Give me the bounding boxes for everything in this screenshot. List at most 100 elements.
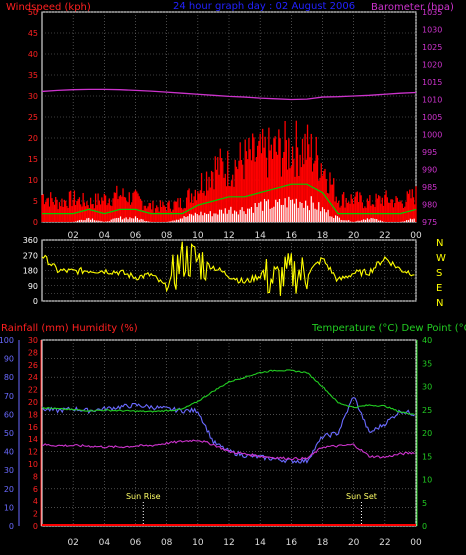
humidity-tick-label: 90 <box>4 355 14 364</box>
baro-tick-label: 985 <box>422 183 437 192</box>
humidity-tick-label: 70 <box>4 392 14 401</box>
wind-tick-label: 25 <box>28 113 38 122</box>
baro-tick-label: 1015 <box>422 78 442 87</box>
dewpoint-line <box>41 439 415 461</box>
baro-tick-label: 1010 <box>422 96 442 105</box>
rain-tick-label: 10 <box>28 460 38 469</box>
rain-tick-label: 16 <box>28 423 38 432</box>
temp-label: Temperature (°C) Dew Point (°C) <box>311 323 466 334</box>
graph-title: 24 hour graph day : 02 August 2006 <box>173 1 355 12</box>
rain-tick-label: 4 <box>33 497 38 506</box>
rainfall-label: Rainfall (mm) Humidity (%) <box>1 323 138 334</box>
rain-tick-label: 12 <box>28 448 38 457</box>
humidity-tick-label: 10 <box>4 503 14 512</box>
x-tick-label: 06 <box>130 538 142 548</box>
x-tick-label: 14 <box>254 231 266 241</box>
baro-tick-label: 1020 <box>422 61 442 70</box>
humidity-tick-label: 100 <box>0 336 14 345</box>
temp-tick-label: 40 <box>422 336 432 345</box>
baro-tick-label: 1025 <box>422 43 442 52</box>
baro-tick-label: 975 <box>422 218 437 227</box>
rain-tick-label: 28 <box>28 348 38 357</box>
x-tick-label: 00 <box>410 538 422 548</box>
x-tick-label: 22 <box>379 231 390 241</box>
temp-tick-label: 15 <box>422 452 432 461</box>
x-tick-label: 02 <box>67 538 78 548</box>
rain-tick-label: 14 <box>28 435 38 444</box>
x-tick-label: 20 <box>348 538 360 548</box>
rain-tick-label: 20 <box>28 398 38 407</box>
x-tick-label: 12 <box>223 538 234 548</box>
humidity-tick-label: 0 <box>9 522 14 531</box>
rain-tick-label: 0 <box>33 522 38 531</box>
dir-tick-label: 270 <box>23 251 38 260</box>
rain-tick-label: 24 <box>28 373 38 382</box>
compass-label: E <box>436 283 442 294</box>
x-tick-label: 16 <box>286 538 298 548</box>
compass-label: N <box>436 238 443 249</box>
temp-tick-label: 5 <box>422 499 427 508</box>
x-tick-label: 02 <box>67 231 78 241</box>
wind-tick-label: 50 <box>28 8 38 17</box>
baro-tick-label: 995 <box>422 148 437 157</box>
dir-tick-label: 360 <box>23 236 38 245</box>
x-tick-label: 08 <box>161 538 173 548</box>
wind-tick-label: 45 <box>28 29 38 38</box>
x-tick-label: 04 <box>99 231 111 241</box>
compass-label: S <box>436 268 442 279</box>
rain-tick-label: 30 <box>28 336 38 345</box>
barometer-label: Barometer (hpa) <box>371 2 454 13</box>
baro-tick-label: 980 <box>422 201 437 210</box>
x-tick-label: 22 <box>379 538 390 548</box>
rain-tick-label: 26 <box>28 361 38 370</box>
temp-tick-label: 20 <box>422 429 432 438</box>
baro-tick-label: 1000 <box>422 131 442 140</box>
rain-tick-label: 22 <box>28 386 38 395</box>
x-tick-label: 18 <box>317 231 329 241</box>
x-tick-label: 20 <box>348 231 360 241</box>
baro-tick-label: 1030 <box>422 26 442 35</box>
wind-tick-label: 10 <box>28 176 38 185</box>
temperature-line <box>41 369 415 416</box>
humidity-tick-label: 80 <box>4 373 14 382</box>
x-tick-label: 18 <box>317 538 329 548</box>
dir-tick-label: 0 <box>33 297 38 306</box>
x-tick-label: 04 <box>99 538 111 548</box>
humidity-tick-label: 50 <box>4 429 14 438</box>
temp-tick-label: 10 <box>422 476 432 485</box>
humidity-tick-label: 60 <box>4 410 14 419</box>
compass-label: N <box>436 298 443 309</box>
wind-tick-label: 20 <box>28 134 38 143</box>
x-tick-label: 12 <box>223 231 234 241</box>
wind-tick-label: 40 <box>28 50 38 59</box>
avg-wind-line <box>42 183 417 215</box>
baro-tick-label: 1005 <box>422 113 442 122</box>
barometer-line <box>41 88 417 101</box>
temp-tick-label: 30 <box>422 383 432 392</box>
temp-tick-label: 35 <box>422 359 432 368</box>
rain-tick-label: 6 <box>33 485 38 494</box>
dir-tick-label: 90 <box>28 282 38 291</box>
rain-tick-label: 18 <box>28 410 38 419</box>
x-tick-label: 16 <box>286 231 298 241</box>
wind-tick-label: 0 <box>33 218 38 227</box>
humidity-line <box>41 397 415 464</box>
x-tick-label: 00 <box>410 231 422 241</box>
rain-tick-label: 8 <box>33 472 38 481</box>
x-tick-label: 06 <box>130 231 142 241</box>
humidity-tick-label: 40 <box>4 448 14 457</box>
temp-tick-label: 0 <box>422 522 427 531</box>
windspeed-label: Windspeed (kph) <box>6 2 91 13</box>
wind-tick-label: 30 <box>28 92 38 101</box>
wind-tick-label: 15 <box>28 155 38 164</box>
wind-tick-label: 5 <box>33 197 38 206</box>
dir-tick-label: 180 <box>23 267 38 276</box>
wind-tick-label: 35 <box>28 71 38 80</box>
rain-tick-label: 2 <box>33 510 38 519</box>
x-tick-label: 10 <box>192 231 204 241</box>
temp-tick-label: 25 <box>422 406 432 415</box>
humidity-tick-label: 20 <box>4 485 14 494</box>
annotation-label: Sun Set <box>346 492 377 501</box>
x-tick-label: 08 <box>161 231 173 241</box>
